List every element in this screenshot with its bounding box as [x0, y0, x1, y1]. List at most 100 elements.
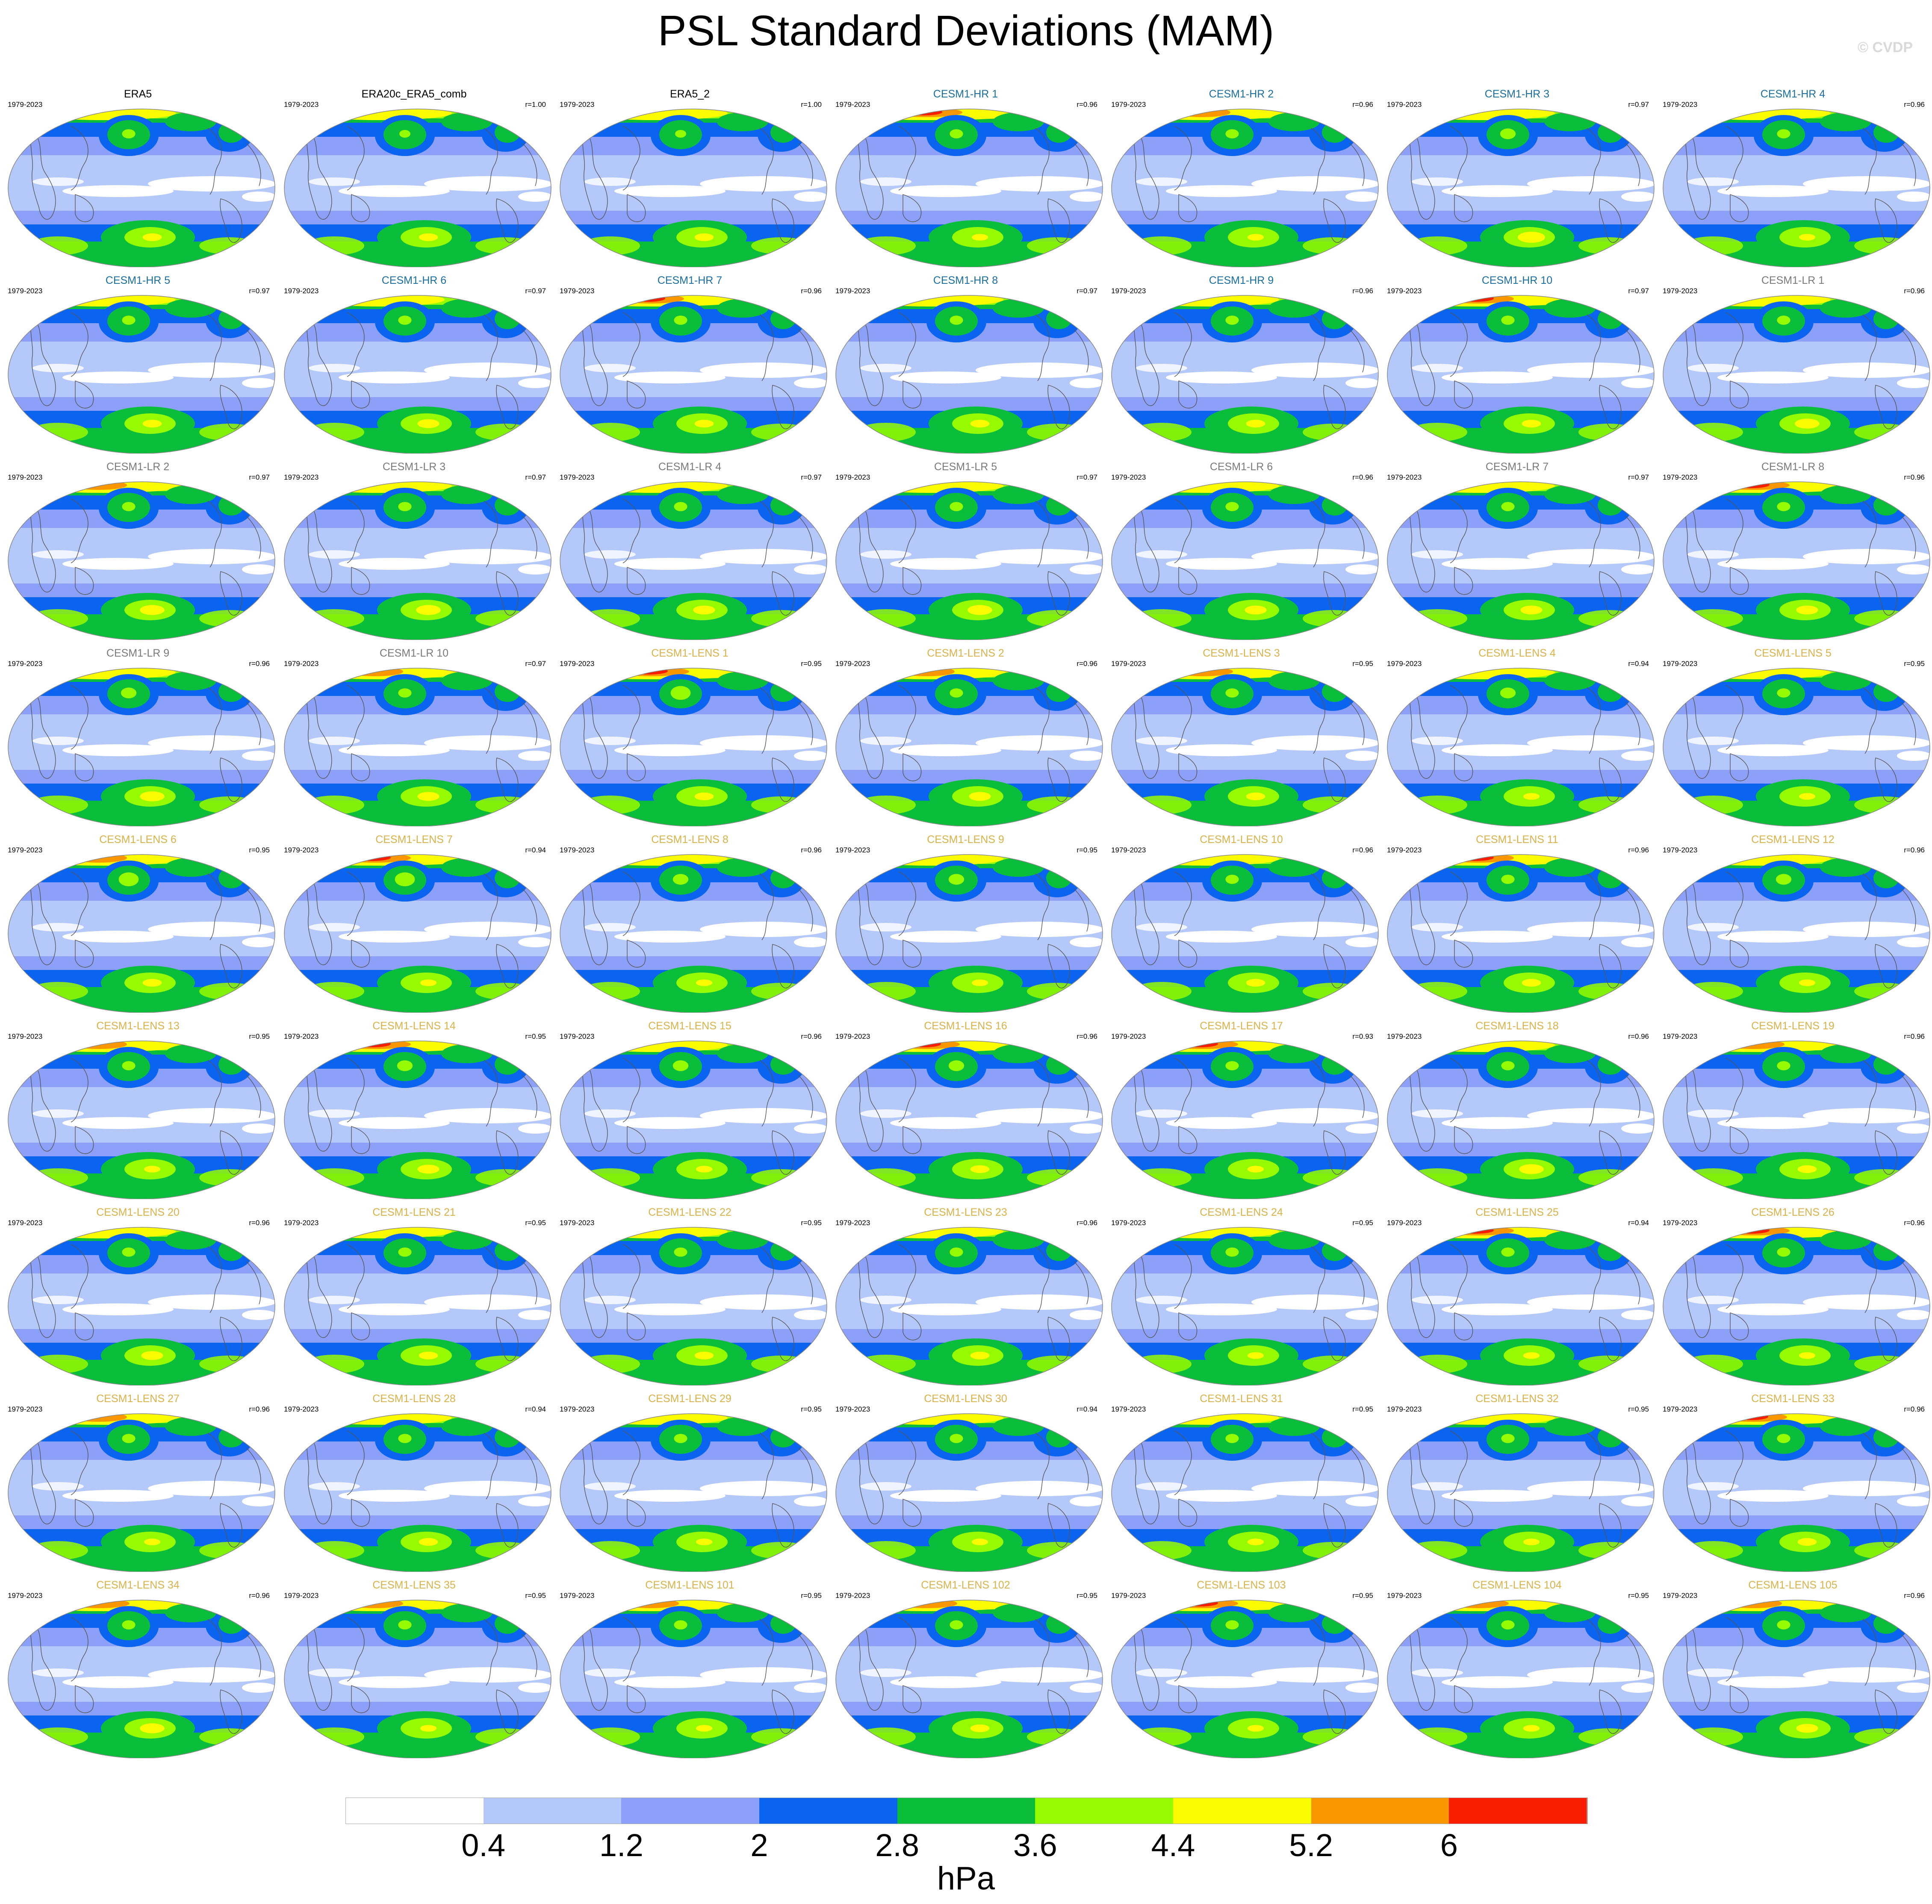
panel-title: CESM1-LENS 1 [651, 647, 729, 659]
panel-title: CESM1-LENS 16 [924, 1020, 1007, 1032]
panel-pattern-correlation: r=0.95 [1352, 1592, 1373, 1600]
map-panel: ERA20c_ERA5_comb 1979-2023 r=1.00 [276, 88, 552, 271]
map-panel: CESM1-LR 2 1979-2023 r=0.97 [0, 460, 276, 644]
psl-stddev-map [1111, 295, 1379, 454]
panel-period: 1979-2023 [8, 846, 43, 854]
panel-title: CESM1-LENS 14 [372, 1020, 456, 1032]
psl-stddev-map [1387, 1040, 1655, 1199]
map-panel: ERA5_2 1979-2023 r=1.00 [552, 88, 828, 271]
panel-title: CESM1-LENS 103 [1197, 1579, 1286, 1591]
map-panel: CESM1-HR 2 1979-2023 r=0.96 [1103, 88, 1379, 271]
panel-pattern-correlation: r=0.94 [1628, 1219, 1649, 1227]
panel-period: 1979-2023 [1387, 660, 1422, 668]
panel-period: 1979-2023 [835, 473, 870, 481]
colorbar-frame [345, 1798, 1587, 1824]
psl-stddev-map [284, 109, 552, 267]
map-panel: CESM1-LR 4 1979-2023 r=0.97 [552, 460, 828, 644]
colorbar-swatch [1449, 1798, 1587, 1824]
panel-pattern-correlation: r=0.97 [801, 473, 822, 481]
panel-period: 1979-2023 [835, 1219, 870, 1227]
panel-pattern-correlation: r=0.97 [1077, 287, 1097, 295]
panel-pattern-correlation: r=0.93 [1352, 1032, 1373, 1040]
panel-period: 1979-2023 [1387, 1219, 1422, 1227]
panel-period: 1979-2023 [284, 1405, 319, 1413]
panel-title: CESM1-HR 7 [657, 274, 723, 286]
panel-title: CESM1-LR 7 [1485, 461, 1549, 473]
panel-title: CESM1-LR 3 [382, 461, 446, 473]
panel-pattern-correlation: r=0.97 [1628, 473, 1649, 481]
psl-stddev-map [8, 295, 275, 454]
panel-period: 1979-2023 [1663, 100, 1698, 109]
panel-period: 1979-2023 [1111, 660, 1146, 668]
panel-period: 1979-2023 [835, 287, 870, 295]
panel-title: CESM1-LENS 102 [921, 1579, 1010, 1591]
map-panel: CESM1-HR 5 1979-2023 r=0.97 [0, 274, 276, 458]
panel-pattern-correlation: r=0.96 [801, 287, 822, 295]
map-panel: CESM1-LENS 27 1979-2023 r=0.96 [0, 1392, 276, 1576]
psl-stddev-map [560, 109, 827, 267]
panel-title: CESM1-LR 2 [106, 461, 170, 473]
panel-period: 1979-2023 [284, 100, 319, 109]
panel-pattern-correlation: r=0.96 [1904, 1219, 1925, 1227]
panel-title: CESM1-LENS 35 [372, 1579, 456, 1591]
psl-stddev-map [1663, 668, 1930, 826]
panel-title: CESM1-LENS 11 [1476, 834, 1558, 846]
psl-stddev-map [1387, 481, 1655, 640]
map-panel: CESM1-LENS 30 1979-2023 r=0.94 [828, 1392, 1103, 1576]
panel-period: 1979-2023 [560, 846, 595, 854]
panel-title: CESM1-LENS 26 [1751, 1206, 1835, 1218]
panel-title: CESM1-LENS 3 [1203, 647, 1280, 659]
psl-stddev-map [1663, 109, 1930, 267]
map-panel: CESM1-LR 6 1979-2023 r=0.96 [1103, 460, 1379, 644]
psl-stddev-map [8, 109, 275, 267]
map-panel: ERA5 1979-2023 [0, 88, 276, 271]
map-panel: CESM1-LENS 20 1979-2023 r=0.96 [0, 1206, 276, 1390]
panel-period: 1979-2023 [560, 473, 595, 481]
panel-title: CESM1-HR 6 [381, 274, 447, 286]
colorbar-swatch [759, 1798, 898, 1824]
panel-pattern-correlation: r=0.96 [1077, 660, 1097, 668]
map-panel: CESM1-LENS 101 1979-2023 r=0.95 [552, 1579, 828, 1763]
panel-title: ERA20c_ERA5_comb [361, 88, 467, 100]
map-panel: CESM1-LENS 4 1979-2023 r=0.94 [1379, 647, 1655, 831]
panel-title: CESM1-LENS 13 [96, 1020, 180, 1032]
psl-stddev-map [8, 854, 275, 1013]
colorbar-swatch [1035, 1798, 1174, 1824]
psl-stddev-map [8, 668, 275, 826]
panel-pattern-correlation: r=0.96 [1628, 846, 1649, 854]
psl-stddev-map [835, 854, 1103, 1013]
psl-stddev-map [284, 1413, 552, 1572]
panel-pattern-correlation: r=1.00 [801, 100, 822, 109]
panel-pattern-correlation: r=0.96 [1904, 473, 1925, 481]
panel-title: CESM1-LENS 101 [645, 1579, 734, 1591]
map-panel: CESM1-LENS 34 1979-2023 r=0.96 [0, 1579, 276, 1763]
panel-pattern-correlation: r=0.95 [525, 1032, 546, 1040]
panel-pattern-correlation: r=0.96 [249, 1592, 270, 1600]
psl-stddev-map [835, 481, 1103, 640]
panel-period: 1979-2023 [8, 1405, 43, 1413]
panel-title: CESM1-LENS 12 [1751, 834, 1835, 846]
colorbar-tick-label: 2.8 [875, 1827, 920, 1863]
panel-period: 1979-2023 [284, 1032, 319, 1040]
panel-pattern-correlation: r=0.95 [249, 1032, 270, 1040]
psl-stddev-map [1111, 481, 1379, 640]
panel-pattern-correlation: r=0.95 [525, 1592, 546, 1600]
psl-stddev-map [284, 854, 552, 1013]
panel-pattern-correlation: r=0.97 [1628, 100, 1649, 109]
panel-period: 1979-2023 [1387, 846, 1422, 854]
figure-title: PSL Standard Deviations (MAM) [658, 7, 1274, 55]
panel-period: 1979-2023 [560, 1405, 595, 1413]
copyright-watermark: © CVDP [1858, 39, 1913, 56]
psl-stddev-map [1111, 854, 1379, 1013]
map-panel: CESM1-LENS 1 1979-2023 r=0.95 [552, 647, 828, 831]
psl-stddev-map [835, 109, 1103, 267]
psl-stddev-map [1111, 668, 1379, 826]
map-panel: CESM1-HR 4 1979-2023 r=0.96 [1655, 88, 1931, 271]
panel-pattern-correlation: r=0.94 [1628, 660, 1649, 668]
panel-pattern-correlation: r=0.95 [801, 1219, 822, 1227]
panel-title: CESM1-LENS 7 [375, 834, 453, 846]
panel-period: 1979-2023 [284, 660, 319, 668]
panel-title: CESM1-HR 3 [1484, 88, 1550, 100]
psl-stddev-map [8, 1600, 275, 1758]
panel-pattern-correlation: r=0.96 [1352, 473, 1373, 481]
